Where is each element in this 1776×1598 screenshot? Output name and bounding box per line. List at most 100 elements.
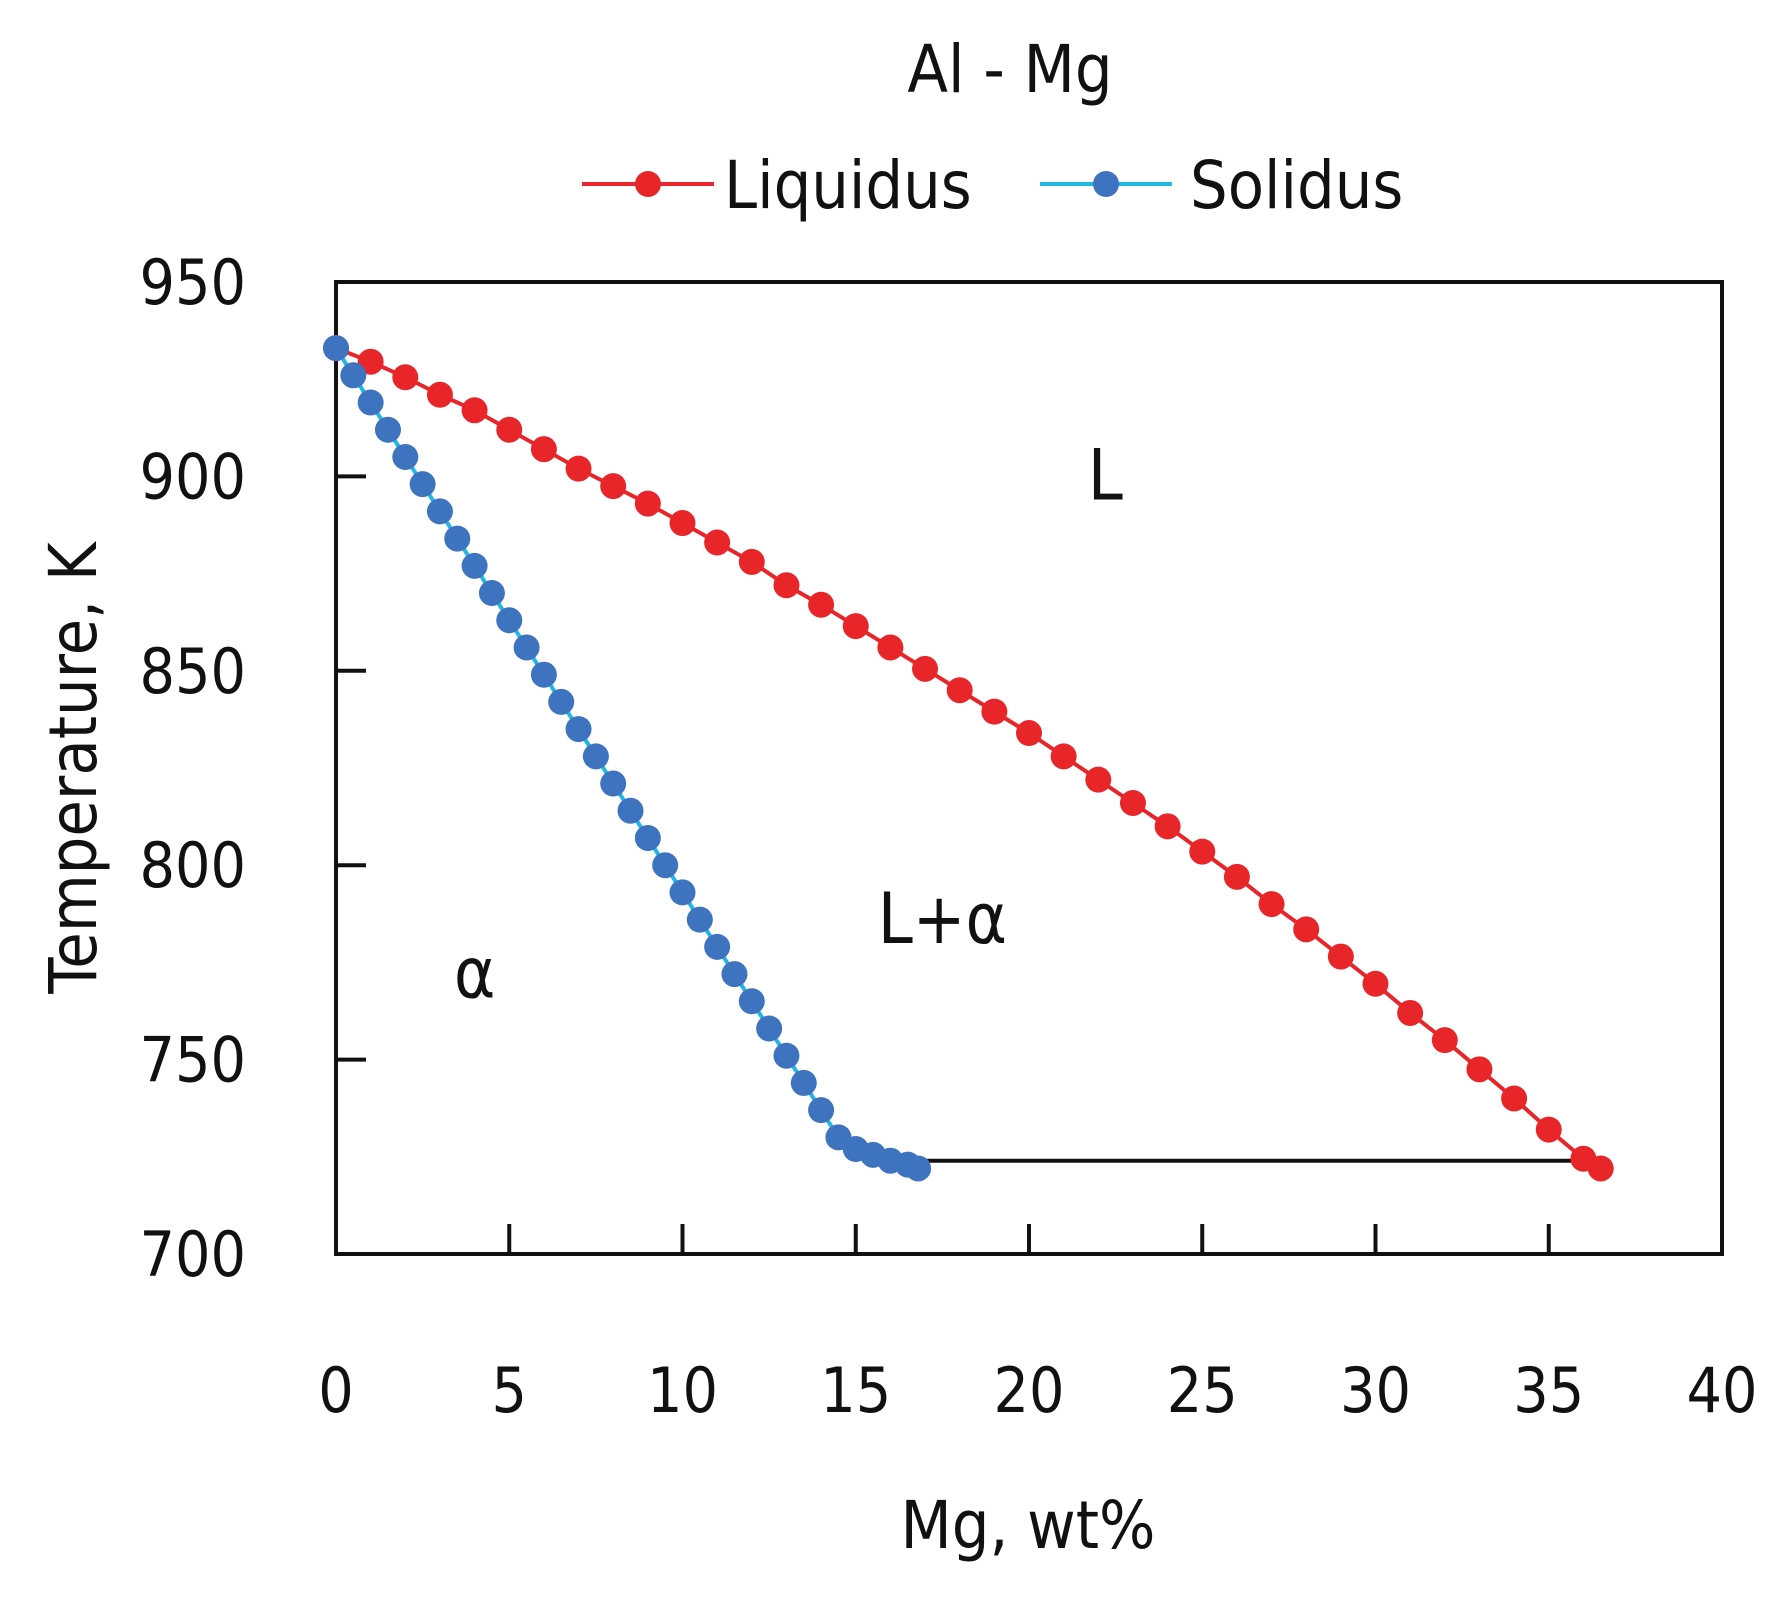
data-point-liquidus [1431,1027,1458,1054]
legend-marker-solidus [1093,171,1119,197]
data-point-solidus [582,743,609,770]
data-point-liquidus [842,613,869,640]
y-tick-label: 750 [140,1024,246,1097]
data-point-solidus [426,498,453,525]
data-point-solidus [548,688,575,715]
x-tick-label: 30 [1340,1354,1411,1427]
data-point-liquidus [1327,943,1354,970]
data-point-solidus [530,661,557,688]
x-tick-label: 15 [820,1354,891,1427]
x-tick-label: 0 [318,1354,353,1427]
region-labels: L L+α α [454,435,1123,1015]
data-point-liquidus [981,698,1008,725]
data-point-liquidus [1362,970,1389,997]
legend-marker-liquidus [635,171,661,197]
data-point-solidus [461,552,488,579]
data-point-solidus [808,1097,835,1124]
data-point-solidus [600,770,627,797]
data-point-liquidus [426,381,453,408]
data-point-liquidus [530,436,557,463]
region-label: α [454,932,496,1014]
chart-title: Al - Mg [907,31,1112,108]
data-point-solidus [496,607,523,634]
data-point-solidus [704,933,731,960]
data-point-solidus [686,906,713,933]
y-axis-ticks: 700 750 800 850 900 950 [140,246,366,1291]
data-point-liquidus [738,548,765,575]
data-point-solidus [374,416,401,443]
y-axis-label: Temperature, K [35,540,112,995]
series-liquidus [323,335,1614,1182]
data-point-solidus [652,852,679,879]
x-axis-label: Mg, wt% [901,1487,1156,1564]
data-point-liquidus [1535,1116,1562,1143]
data-point-liquidus [1016,720,1042,747]
x-tick-label: 25 [1167,1354,1238,1427]
data-point-solidus [409,471,436,498]
data-point-liquidus [496,416,523,443]
data-point-solidus [513,634,540,661]
data-point-liquidus [704,529,731,556]
data-point-liquidus [946,677,973,704]
data-point-liquidus [669,510,696,537]
data-point-liquidus [808,591,835,618]
data-point-solidus [565,716,592,743]
x-tick-label: 35 [1513,1354,1584,1427]
data-point-liquidus [1501,1085,1528,1112]
y-tick-label: 800 [140,829,246,902]
series-solidus [323,335,932,1182]
data-point-liquidus [1397,999,1424,1026]
data-point-liquidus [392,364,419,391]
data-point-solidus [392,443,419,470]
data-point-liquidus [461,397,488,424]
data-point-solidus [905,1155,932,1182]
data-point-solidus [478,580,505,607]
data-point-liquidus [1050,743,1077,770]
data-point-liquidus [1223,863,1250,890]
data-point-liquidus [1293,916,1320,943]
legend: Liquidus Solidus [582,147,1403,224]
series-line-solidus [334,347,919,1171]
data-point-liquidus [1154,813,1181,840]
data-point-liquidus [634,490,661,517]
region-label: L+α [878,878,1007,960]
data-point-solidus [444,525,471,552]
y-tick-label: 950 [140,246,246,319]
y-tick-label: 700 [140,1218,246,1291]
data-point-liquidus [1189,838,1216,865]
data-point-solidus [357,389,384,416]
data-point-solidus [617,797,644,824]
x-axis-ticks: 0 5 10 15 20 25 30 35 40 [318,1224,1757,1427]
legend-label-solidus: Solidus [1190,147,1403,224]
data-point-liquidus [565,455,592,482]
data-point-solidus [738,988,765,1015]
series-line-liquidus [335,346,1602,1171]
series-layer [323,335,1614,1182]
data-point-liquidus [600,473,627,500]
x-tick-label: 40 [1687,1354,1758,1427]
data-point-solidus [340,362,367,389]
data-point-solidus [634,824,661,851]
legend-label-liquidus: Liquidus [724,147,972,224]
data-point-liquidus [877,634,904,661]
data-point-liquidus [912,655,939,682]
data-point-solidus [669,879,696,906]
x-tick-label: 5 [492,1354,527,1427]
data-point-liquidus [1085,766,1112,793]
data-point-liquidus [1258,891,1285,918]
data-point-solidus [721,961,748,988]
data-point-liquidus [773,572,800,599]
y-tick-label: 900 [140,440,246,513]
data-point-solidus [323,335,349,362]
data-point-solidus [773,1042,800,1069]
region-label: L [1088,435,1123,517]
x-tick-label: 10 [647,1354,718,1427]
data-point-solidus [790,1069,817,1096]
x-tick-label: 20 [994,1354,1065,1427]
data-point-liquidus [1587,1155,1614,1182]
data-point-solidus [756,1015,783,1042]
data-point-liquidus [1119,789,1146,816]
y-tick-label: 850 [140,635,246,708]
